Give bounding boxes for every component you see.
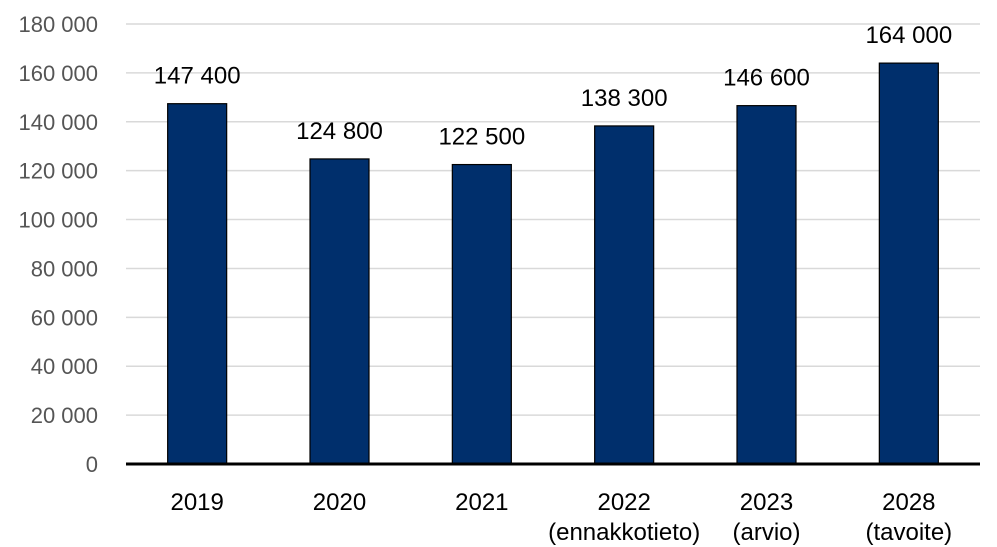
bar [594, 125, 655, 465]
data-label: 147 400 [154, 63, 241, 90]
category-label-line: (tavoite) [865, 519, 952, 546]
category-label: 2028 (tavoite) [865, 489, 952, 546]
category-label-line: (ennakkotieto) [548, 519, 700, 546]
data-label: 146 600 [723, 65, 810, 92]
category-label: 2023 (arvio) [732, 489, 800, 546]
category-label-line: (arvio) [732, 519, 800, 546]
bars [167, 62, 939, 465]
y-tick-label: 20 000 [31, 403, 98, 428]
y-tick-label: 40 000 [31, 354, 98, 379]
data-labels: 147 400 124 800 122 500 138 300 146 600 164 0… [154, 22, 952, 150]
y-tick-label: 120 000 [18, 159, 98, 184]
bar [451, 163, 512, 465]
category-label-line: 2019 [170, 489, 223, 516]
data-label: 124 800 [296, 118, 383, 145]
y-tick-label: 100 000 [18, 208, 98, 233]
category-label-line: 2023 [740, 489, 793, 516]
gridlines [126, 23, 980, 416]
category-label-line: 2020 [313, 489, 366, 516]
category-label-line: 2028 [882, 489, 935, 516]
y-tick-label: 140 000 [18, 110, 98, 135]
data-label: 122 500 [438, 124, 525, 151]
y-tick-label: 80 000 [31, 256, 98, 281]
data-label: 138 300 [581, 85, 668, 112]
bar [309, 158, 370, 465]
x-axis-category-labels: 2019 2020 2021 2022 (ennakkotieto) 2023 (arvio… [170, 489, 952, 546]
bar [878, 62, 939, 465]
category-label: 2022 (ennakkotieto) [548, 489, 700, 546]
category-label: 2021 [455, 489, 508, 516]
category-label: 2019 [170, 489, 223, 516]
data-label: 164 000 [865, 22, 952, 49]
y-tick-label: 160 000 [18, 61, 98, 86]
category-label-line: 2021 [455, 489, 508, 516]
category-label: 2020 [313, 489, 366, 516]
bar [736, 105, 797, 465]
y-axis-tick-labels: 0 20 000 40 000 60 000 80 000 100 000 120 000 1… [18, 12, 98, 477]
y-tick-label: 180 000 [18, 12, 98, 37]
category-label-line: 2022 [597, 489, 650, 516]
bar [167, 103, 228, 465]
y-tick-label: 0 [86, 452, 98, 477]
y-tick-label: 60 000 [31, 305, 98, 330]
